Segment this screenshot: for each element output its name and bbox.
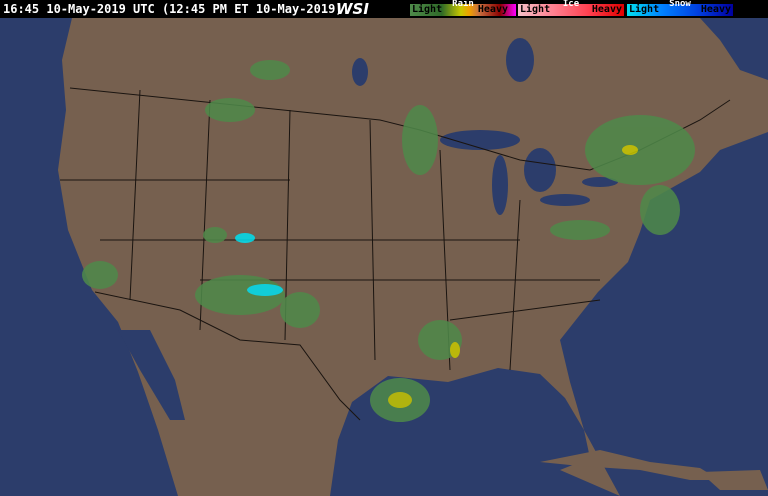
lake-erie: [540, 194, 590, 206]
hudson-bay-area: [700, 18, 768, 80]
radar-precipitation: [82, 60, 695, 422]
legend-snow: Snow Light Heavy: [627, 0, 733, 16]
pacific-ocean: [0, 18, 178, 496]
legend-rain-title: Rain: [452, 0, 474, 9]
lake-superior: [440, 130, 520, 150]
state-borders: [60, 89, 601, 371]
legend-rain-light: Light: [412, 4, 443, 15]
atlantic-ocean: [560, 132, 768, 496]
legend-snow-light: Light: [629, 4, 660, 15]
legend-ice-heavy: Heavy: [591, 4, 622, 15]
legend-snow-title: Snow: [669, 0, 691, 9]
legend-rain: Rain Light Heavy: [410, 0, 516, 16]
us-canada-border: [69, 87, 731, 171]
header-bar: 16:45 10-May-2019 UTC (12:45 PM ET 10-Ma…: [0, 0, 768, 18]
timestamp: 16:45 10-May-2019 UTC (12:45 PM ET 10-Ma…: [3, 2, 343, 16]
lake-ontario: [582, 177, 618, 187]
legend-ice: Ice Light Heavy: [518, 0, 624, 16]
legend-snow-heavy: Heavy: [700, 4, 731, 15]
cuba: [540, 450, 720, 480]
us-mexico-border: [94, 291, 361, 421]
lake-huron: [524, 148, 556, 192]
wsi-logo: WSI: [336, 0, 369, 18]
lake-michigan-upper: [506, 38, 534, 82]
legend-ice-title: Ice: [562, 0, 580, 9]
lake-winnipeg: [352, 58, 368, 86]
gulf-of-california: [118, 330, 185, 420]
legend-rain-heavy: Heavy: [477, 4, 508, 15]
lake-michigan: [492, 155, 508, 215]
hispaniola: [700, 470, 768, 490]
legend-ice-light: Light: [520, 4, 551, 15]
